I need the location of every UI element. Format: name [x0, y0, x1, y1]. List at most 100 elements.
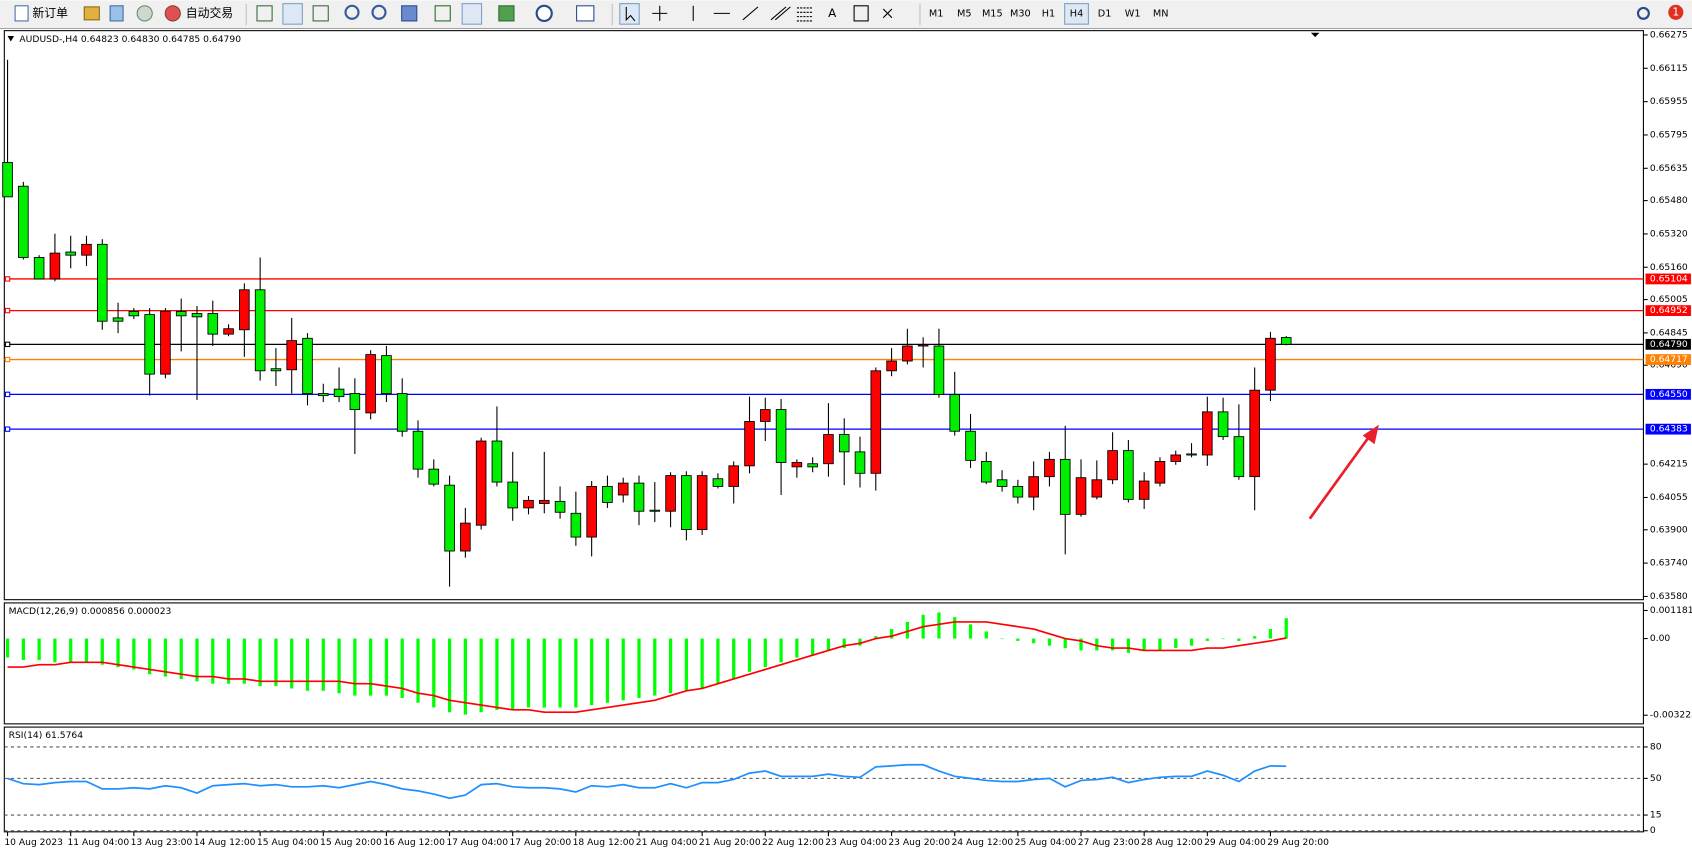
auto-trading-button[interactable]: 自动交易	[164, 5, 233, 22]
level-handle	[4, 307, 11, 314]
macd-bar	[148, 638, 152, 675]
notifications[interactable]: 1	[1668, 4, 1684, 20]
macd-bar	[542, 638, 546, 708]
cursor-tool[interactable]	[619, 3, 640, 25]
y-tick-label: 0	[1650, 825, 1656, 836]
candle-body	[1059, 458, 1071, 515]
macd-bar	[1205, 638, 1209, 641]
macd-bar	[116, 638, 120, 668]
timeframe-button[interactable]: H1	[1042, 8, 1055, 19]
icon[interactable]	[109, 5, 124, 22]
y-tick-label: 0.63740	[1650, 558, 1688, 569]
timeframe-button[interactable]: H4	[1070, 8, 1083, 19]
rsi-line	[7, 763, 1287, 800]
y-tick-label: 50	[1650, 773, 1662, 784]
macd-bar	[400, 638, 404, 698]
channel-tool[interactable]	[770, 6, 791, 21]
candle-body	[570, 512, 582, 538]
button-label: 新订单	[32, 6, 68, 20]
level-label: 0.64790	[1650, 339, 1688, 350]
candle-body	[586, 486, 597, 538]
macd-bar	[211, 638, 215, 684]
icon[interactable]	[136, 5, 153, 22]
macd-bar	[1032, 638, 1036, 644]
icon[interactable]	[535, 4, 553, 23]
icon[interactable]	[434, 5, 451, 22]
macd-bar	[416, 638, 420, 703]
candle-body	[428, 468, 440, 485]
candle-body	[112, 317, 124, 322]
candle-body	[838, 434, 850, 453]
icon[interactable]	[344, 4, 360, 20]
macd-bar	[1142, 638, 1146, 651]
crosshair-tool[interactable]	[652, 5, 668, 21]
icon[interactable]	[576, 5, 595, 22]
candle-body	[191, 313, 203, 318]
candle-body	[49, 252, 61, 280]
panel-title: MACD(12,26,9) 0.000856 0.000023	[9, 606, 172, 617]
icon[interactable]	[256, 5, 273, 22]
candle-body	[1170, 454, 1182, 462]
timeframe-button[interactable]: MN	[1153, 8, 1169, 19]
label-tool[interactable]	[853, 5, 869, 22]
macd-bar	[132, 638, 136, 670]
candle-body	[18, 185, 29, 258]
candle-body	[460, 522, 471, 552]
timeframe-button[interactable]: M5	[957, 8, 972, 19]
icon[interactable]	[83, 6, 100, 21]
candle-body	[65, 251, 76, 256]
timeframe-button[interactable]: D1	[1098, 8, 1112, 19]
timeframe-button[interactable]: M30	[1010, 8, 1031, 19]
fibo-tool[interactable]	[796, 7, 812, 22]
icon[interactable]	[312, 5, 329, 22]
search-icon[interactable]	[1636, 6, 1650, 20]
candle-body	[1217, 411, 1229, 438]
macd-bar	[779, 638, 783, 663]
candle-body	[649, 509, 661, 512]
candle-body	[491, 440, 503, 483]
x-tick-label: 10 Aug 2023	[4, 837, 63, 848]
candle-body	[870, 370, 882, 474]
candle-body	[1186, 453, 1197, 456]
macd-bar	[637, 638, 641, 698]
candle-body	[412, 430, 424, 470]
candle-body	[760, 409, 771, 422]
macd-bar	[684, 638, 688, 691]
candle-body	[96, 243, 108, 322]
candle-body	[1044, 458, 1055, 478]
macd-bar	[826, 638, 831, 651]
candle-body	[254, 289, 266, 372]
icon[interactable]	[461, 3, 483, 25]
panel-title: AUDUSD-,H4 0.64823 0.64830 0.64785 0.647…	[19, 34, 241, 45]
timeframe-button[interactable]: W1	[1125, 8, 1141, 19]
macd-bar	[1079, 638, 1083, 651]
candle-body	[791, 462, 803, 468]
candle-body	[965, 430, 976, 461]
icon[interactable]	[401, 5, 418, 22]
macd-bar	[226, 638, 231, 684]
text-tool[interactable]: A	[828, 6, 837, 20]
arrows-tool[interactable]	[882, 8, 893, 19]
new-order-button[interactable]: 新订单	[14, 5, 68, 22]
candle-body	[681, 475, 692, 530]
candle-body	[1249, 389, 1260, 478]
macd-bar	[479, 638, 483, 713]
y-tick-label: 0.65320	[1650, 228, 1688, 239]
icon[interactable]	[371, 4, 387, 20]
timeframe-button[interactable]: M15	[982, 8, 1003, 19]
candle-body	[696, 475, 708, 530]
candle-body	[981, 461, 992, 483]
macd-bar	[53, 638, 57, 663]
icon[interactable]	[498, 5, 515, 22]
candle-body	[665, 475, 676, 512]
macd-bar	[21, 638, 25, 660]
macd-bar	[1253, 636, 1257, 639]
icon[interactable]	[282, 3, 303, 25]
macd-bar	[432, 638, 436, 708]
macd-bar	[984, 631, 988, 639]
icon	[14, 5, 29, 22]
timeframe-button[interactable]: M1	[929, 8, 944, 19]
macd-bar	[526, 638, 531, 708]
trendline-tool[interactable]	[742, 6, 759, 21]
badge-count: 1	[1672, 5, 1679, 18]
